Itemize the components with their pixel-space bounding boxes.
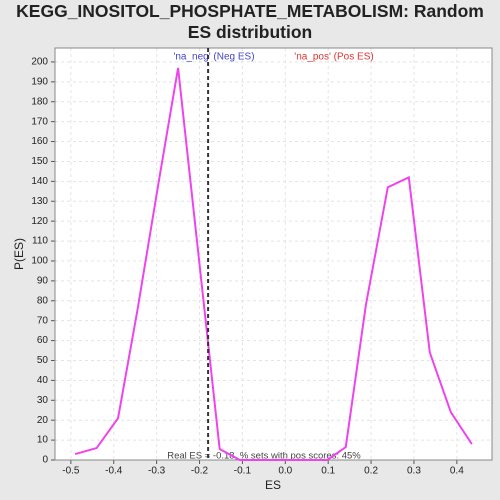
legend-neg: 'na_neg' (Neg ES): [173, 52, 254, 63]
y-tick-label: 110: [32, 236, 48, 247]
chart-title: KEGG_INOSITOL_PHOSPHATE_METABOLISM: Rand…: [16, 1, 484, 42]
x-tick-label: -0.4: [105, 466, 123, 477]
y-tick-label: 140: [31, 176, 48, 187]
x-tick-label: 0.2: [364, 466, 378, 477]
x-tick-label: 0.4: [450, 466, 464, 477]
x-tick-label: -0.5: [62, 466, 80, 477]
y-tick-label: 10: [37, 435, 49, 446]
y-tick-label: 30: [37, 395, 49, 406]
y-tick-label: 50: [37, 355, 49, 366]
y-axis-label: P(ES): [12, 238, 26, 270]
y-tick-label: 0: [42, 455, 48, 466]
y-tick-label: 60: [37, 335, 49, 346]
y-tick-label: 80: [37, 295, 49, 306]
x-tick-label: -0.1: [234, 466, 252, 477]
y-tick-label: 170: [31, 116, 48, 127]
x-tick-label: -0.2: [191, 466, 209, 477]
legend-pos: 'na_pos' (Pos ES): [294, 52, 373, 63]
x-tick-label: 0.0: [278, 466, 292, 477]
es-line: [74, 67, 473, 461]
annotation: Real ES = -0.18, % sets with pos scores:…: [167, 451, 361, 462]
y-tick-label: 20: [37, 415, 49, 426]
y-tick-label: 180: [31, 96, 48, 107]
y-tick-label: 190: [31, 76, 48, 87]
y-tick-label: 130: [31, 196, 48, 207]
x-axis-label: ES: [265, 478, 281, 492]
x-tick-label: 0.1: [321, 466, 335, 477]
y-tick-label: 40: [37, 375, 49, 386]
y-tick-label: 120: [31, 216, 48, 227]
y-tick-label: 160: [31, 136, 48, 147]
y-tick-label: 200: [31, 57, 48, 68]
y-tick-label: 100: [31, 256, 48, 267]
y-tick-label: 150: [31, 156, 48, 167]
plot-area: [55, 48, 492, 460]
x-tick-label: 0.3: [407, 466, 421, 477]
y-tick-label: 90: [37, 276, 49, 287]
x-tick-label: -0.3: [148, 466, 166, 477]
y-tick-label: 70: [37, 315, 49, 326]
